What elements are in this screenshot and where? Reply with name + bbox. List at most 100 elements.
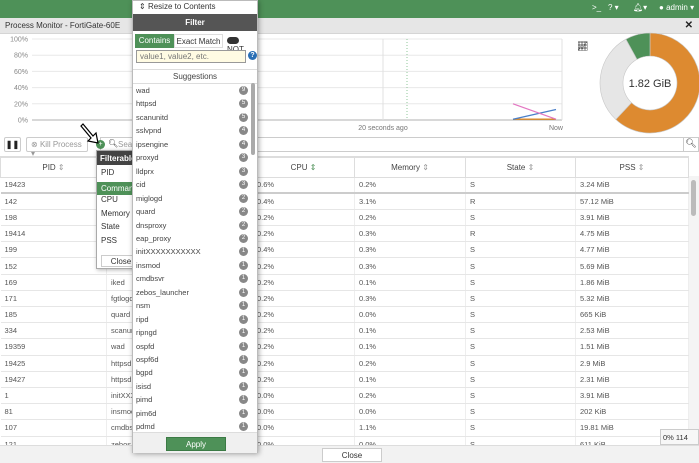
suggestion-item[interactable]: cid 3: [136, 180, 248, 190]
suggestion-name: dnsproxy: [136, 220, 167, 230]
table-scrollbar[interactable]: [689, 176, 699, 444]
pause-button[interactable]: ❚❚: [4, 137, 21, 152]
filterable-item-memory[interactable]: Memory: [101, 208, 130, 218]
help-icon[interactable]: ?: [248, 51, 257, 60]
suggestion-count-badge: 3: [239, 166, 248, 176]
suggestion-item[interactable]: dnsproxy 2: [136, 220, 248, 230]
column-header-pss[interactable]: PSS ⇕: [575, 156, 689, 178]
suggestion-item[interactable]: miglogd 2: [136, 193, 248, 203]
suggestion-item[interactable]: ospf6d 1: [136, 355, 248, 364]
cell-state: S: [465, 403, 576, 421]
table-row[interactable]: 152 0.2% 0.3% S 5.69 MiB: [0, 257, 689, 275]
column-header-state[interactable]: State ⇕: [465, 156, 576, 178]
terminal-icon[interactable]: >_: [592, 3, 602, 12]
suggestion-item[interactable]: pdmd 1: [136, 422, 248, 432]
sort-icon[interactable]: ⇕: [525, 162, 535, 172]
suggestion-item[interactable]: httpsd 5: [136, 99, 248, 109]
pause-icon: ❚❚: [5, 140, 20, 149]
tab-exact-match[interactable]: Exact Match: [174, 34, 223, 48]
table-row[interactable]: 107 cmdbsvr 0.0% 1.1% S 19.81 MiB: [0, 419, 689, 437]
column-header-memory[interactable]: Memory ⇕: [354, 156, 466, 178]
table-row[interactable]: 19423 0.6% 0.2% S 3.24 MiB: [0, 177, 689, 195]
suggestion-item[interactable]: quard 2: [136, 207, 248, 217]
cell-memory: 0.2%: [354, 355, 466, 372]
table-row[interactable]: 1initXXXXXXXXXXX0.0%0.2%S3.91 MiB: [0, 387, 689, 405]
suggestion-item[interactable]: isisd 1: [136, 381, 248, 391]
notifications-menu[interactable]: 🔔︎▾: [633, 3, 648, 12]
cell-pss: 5.32 MiB: [575, 290, 689, 308]
kill-process-button[interactable]: ⊗ Kill Process ▾: [26, 137, 88, 158]
filterable-item-command[interactable]: Command: [97, 181, 141, 195]
sort-icon[interactable]: ⇕: [307, 162, 317, 172]
suggestion-item[interactable]: insmod 1: [136, 260, 248, 270]
table-row[interactable]: 19425 httpsd 0.2% 0.2% S 2.9 MiB: [0, 355, 689, 372]
cell-state: S: [465, 306, 576, 324]
suggestion-item[interactable]: ospfd 1: [136, 341, 248, 351]
close-icon[interactable]: ✕: [684, 20, 693, 31]
sort-icon[interactable]: ⇕: [419, 162, 429, 172]
column-header-cpu[interactable]: CPU ⇕: [252, 156, 355, 178]
column-label: Memory: [391, 162, 420, 172]
cell-pid: 142: [0, 193, 107, 210]
top-bar: >_ ? ▾ 🔔︎▾ ● admin ▾: [0, 0, 699, 18]
suggestions-scrollbar[interactable]: [251, 83, 255, 155]
resize-to-contents-button[interactable]: ⇕ Resize to Contents: [133, 1, 257, 14]
sort-icon[interactable]: ⇕: [635, 162, 645, 172]
suggestion-count-badge: 5: [239, 112, 248, 122]
filter-value-input[interactable]: [136, 50, 246, 63]
table-row[interactable]: 169 iked 0.2% 0.1% S 1.86 MiB: [0, 274, 689, 291]
suggestion-item[interactable]: sslvpnd 4: [136, 126, 248, 136]
suggestion-name: bgpd: [136, 368, 153, 378]
cell-cpu: 0.4%: [252, 193, 355, 210]
table-row[interactable]: 81 insmod 0.0% 0.0% S 202 KiB: [0, 403, 689, 421]
filterable-item-pss[interactable]: PSS: [101, 235, 118, 245]
suggestion-name: miglogd: [136, 193, 163, 203]
cell-memory: 1.1%: [354, 419, 466, 437]
help-menu[interactable]: ? ▾: [608, 3, 619, 12]
search-button[interactable]: 🔍︎: [683, 137, 699, 152]
line-chart-icon[interactable]: 📈︎: [577, 41, 589, 51]
filterable-item-pid[interactable]: PID: [101, 168, 115, 177]
column-header-pid[interactable]: PID ⇕: [0, 156, 107, 178]
suggestion-count-badge: 5: [239, 99, 248, 109]
close-button[interactable]: Close: [322, 448, 382, 462]
table-row[interactable]: 19427 httpsd 0.2% 0.1% S 2.31 MiB: [0, 371, 689, 388]
suggestion-item[interactable]: wad 9: [136, 86, 248, 95]
cpu-line-chart: 100% 80% 60% 40% 20% 0% 20 seconds ago Now: [10, 37, 564, 133]
suggestion-item[interactable]: ripngd 1: [136, 328, 248, 338]
suggestion-item[interactable]: bgpd 1: [136, 368, 248, 378]
suggestion-item[interactable]: ipsengine 4: [136, 139, 248, 149]
user-menu[interactable]: ● admin ▾: [659, 3, 695, 12]
suggestion-item[interactable]: nsm 1: [136, 301, 248, 311]
suggestion-item[interactable]: initXXXXXXXXXXX 1: [136, 247, 248, 257]
table-row[interactable]: 171 fgtlogd 0.2% 0.3% S 5.32 MiB: [0, 290, 689, 308]
filterable-item-cpu[interactable]: CPU: [101, 195, 118, 204]
tab-contains[interactable]: Contains: [135, 34, 174, 48]
suggestion-item[interactable]: pim6d 1: [136, 408, 248, 418]
cell-pss: 3.91 MiB: [575, 209, 689, 227]
suggestion-item[interactable]: lldprx 3: [136, 166, 248, 176]
add-filter-icon[interactable]: +: [96, 140, 105, 149]
suggestion-item[interactable]: cmdbsvr 1: [136, 274, 248, 284]
suggestion-name: nsm: [136, 301, 151, 311]
filterable-item-state[interactable]: State: [101, 222, 120, 231]
scrollbar-thumb[interactable]: [691, 180, 696, 216]
suggestion-item[interactable]: eap_proxy 2: [136, 233, 248, 243]
cell-memory: 0.3%: [354, 257, 466, 275]
suggestion-item[interactable]: zebos_launcher 1: [136, 287, 248, 297]
table-row[interactable]: 185 quard 0.2% 0.0% S 665 KiB: [0, 306, 689, 324]
x-tick-label: 20 seconds ago: [358, 125, 408, 132]
suggestion-item[interactable]: proxyd 3: [136, 153, 248, 163]
cell-pss: 3.91 MiB: [575, 387, 689, 405]
suggestion-item[interactable]: scanunitd 5: [136, 112, 248, 122]
table-row[interactable]: 334 scanunitd 0.2% 0.1% S 2.53 MiB: [0, 322, 689, 340]
cell-pss: 2.9 MiB: [575, 355, 689, 372]
suggestion-item[interactable]: ripd 1: [136, 314, 248, 324]
suggestion-count-badge: 3: [239, 153, 248, 163]
not-toggle[interactable]: NOT: [227, 36, 257, 54]
sort-icon[interactable]: ⇕: [55, 162, 65, 172]
apply-button[interactable]: Apply: [166, 437, 226, 451]
table-row[interactable]: 19359 wad 0.2% 0.1% S 1.51 MiB: [0, 338, 689, 356]
cell-pid: 169: [0, 274, 107, 291]
suggestion-item[interactable]: pimd 1: [136, 395, 248, 405]
